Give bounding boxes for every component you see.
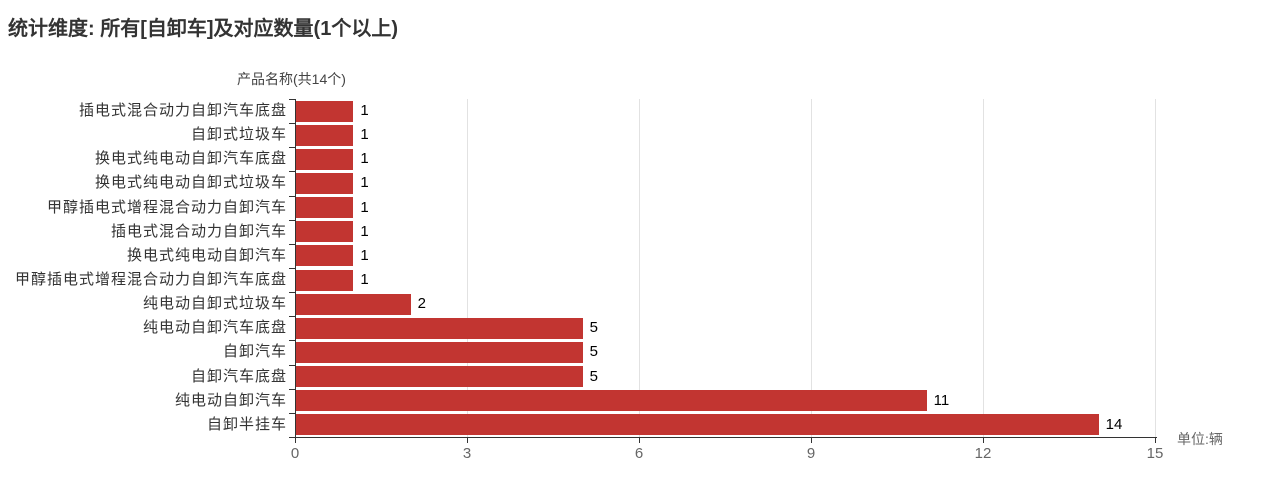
y-axis-tick [289,412,295,414]
y-axis-tick [289,219,295,221]
x-axis-tick [295,437,296,443]
value-label: 5 [589,343,598,361]
x-axis-tick-label: 0 [290,445,300,462]
bar [296,173,354,194]
value-label: 1 [360,102,369,119]
category-label: 纯电动自卸式垃圾车 [142,295,287,313]
x-axis-tick-label: 15 [1146,445,1164,462]
chart-title: 统计维度: 所有[自卸车]及对应数量(1个以上) [8,18,398,40]
category-label: 纯电动自卸汽车 [174,391,287,409]
bar [296,124,354,146]
bar [296,100,354,122]
category-label: 纯电动自卸汽车底盘 [142,319,287,337]
y-axis-tick [289,388,295,390]
category-label: 插电式混合动力自卸汽车底盘 [78,102,287,119]
gridline [1155,99,1156,437]
y-axis-tick [289,171,295,173]
x-axis-unit-label: 单位:辆 [1177,431,1223,447]
category-label: 换电式纯电动自卸式垃圾车 [94,174,287,192]
value-label: 1 [360,271,369,288]
value-label: 11 [933,391,950,409]
value-label: 1 [360,246,369,264]
category-label: 自卸半挂车 [206,415,287,433]
category-label: 甲醇插电式增程混合动力自卸汽车 [46,198,287,216]
category-label: 自卸汽车底盘 [190,367,287,385]
value-label: 1 [360,126,369,144]
bar [296,269,354,291]
bar [296,317,583,339]
y-axis-tick [289,268,295,269]
x-axis-tick [467,437,468,443]
value-label: 2 [417,295,426,313]
y-axis-tick [289,147,295,149]
category-label: 换电式纯电动自卸汽车底盘 [94,150,287,168]
y-axis-tick [289,243,295,245]
x-axis-tick-label: 6 [634,445,644,462]
category-label: 插电式混合动力自卸汽车 [110,222,287,240]
x-axis-tick [639,437,640,443]
value-label: 14 [1105,415,1123,433]
bar [296,390,927,412]
y-axis-tick [289,364,295,366]
value-label: 5 [589,367,598,385]
bar [296,148,354,170]
gridline [467,99,468,437]
y-axis-tick [289,123,295,125]
value-label: 1 [360,174,369,192]
x-axis-line [295,437,1157,438]
y-axis-line [295,99,296,437]
x-axis-tick-label: 12 [974,445,992,462]
y-axis-title: 产品名称(共14个) [237,71,346,87]
y-axis-tick [289,195,295,197]
y-axis-tick [289,340,295,342]
bar [296,245,354,267]
bar [296,293,411,315]
gridline [811,99,812,437]
gridline [639,99,640,437]
bar [296,414,1099,436]
category-label: 换电式纯电动自卸汽车 [126,246,287,264]
y-axis-tick [289,437,295,438]
x-axis-tick-label: 9 [806,445,816,462]
value-label: 1 [360,198,369,216]
bar [296,221,354,243]
category-label: 自卸汽车 [222,343,287,361]
category-label: 甲醇插电式增程混合动力自卸汽车底盘 [14,271,287,288]
value-label: 1 [360,150,369,168]
bar [296,366,583,388]
y-axis-tick [289,316,295,318]
category-label: 自卸式垃圾车 [190,126,287,144]
y-axis-tick [289,99,295,100]
x-axis-tick [983,437,984,443]
x-axis-tick-label: 3 [462,445,472,462]
value-label: 1 [360,222,369,240]
y-axis-tick [289,292,295,294]
value-label: 5 [589,319,598,337]
bar [296,342,583,363]
x-axis-tick [1155,437,1156,443]
bar [296,197,354,219]
x-axis-tick [811,437,812,443]
gridline [983,99,984,437]
